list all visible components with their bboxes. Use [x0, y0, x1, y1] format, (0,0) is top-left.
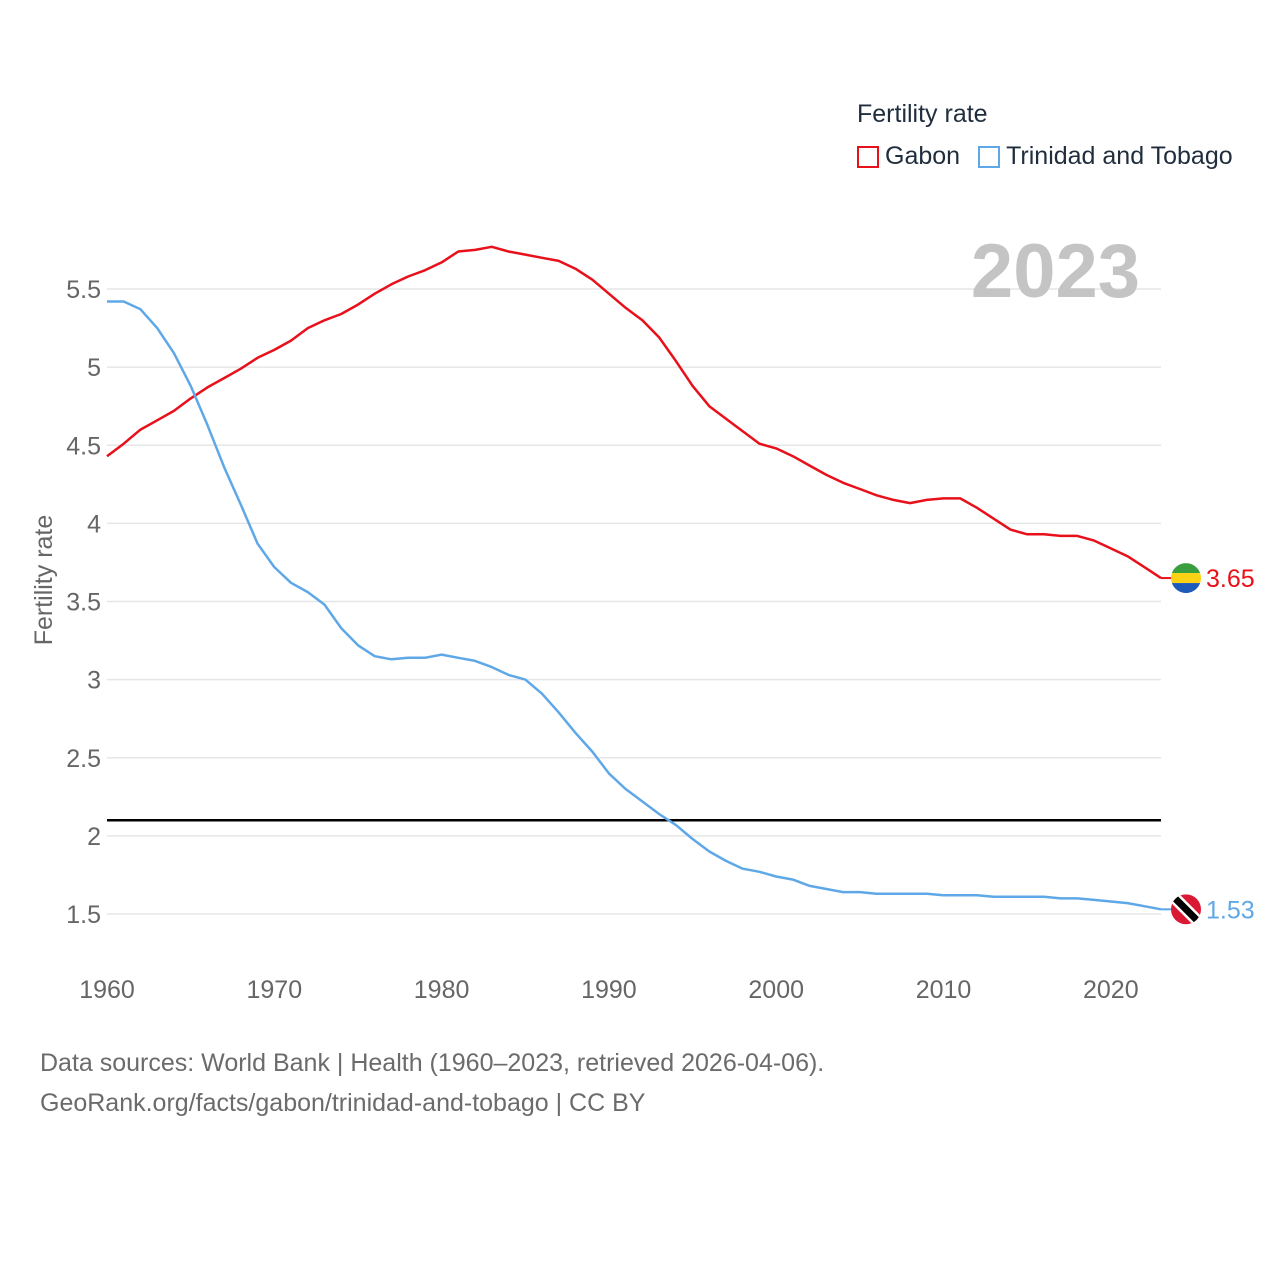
legend-swatch-trinidad-and-tobago [978, 145, 1001, 168]
y-tick-label: 2 [87, 823, 101, 851]
series-line-gabon [106, 245, 1162, 580]
flag-stripe-green [1171, 563, 1201, 574]
flag-body [1171, 563, 1201, 594]
x-tick-label: 1960 [79, 976, 135, 1004]
legend-item-gabon[interactable]: Gabon [857, 142, 960, 171]
legend-label-gabon: Gabon [885, 142, 961, 170]
legend: Gabon Trinidad and Tobago [857, 142, 1251, 171]
y-tick-label: 3 [87, 667, 101, 695]
x-tick-label: 2020 [1083, 976, 1139, 1004]
series-line-trinidad-and-tobago [107, 300, 1162, 911]
y-tick-label: 4.5 [66, 432, 101, 460]
footer-link[interactable]: GeoRank.org/facts/gabon/trinidad-and-tob… [40, 1089, 646, 1117]
y-tick-label: 4 [87, 510, 101, 538]
gabon-flag [1171, 563, 1201, 594]
end-value-label-gabon: 3.65 [1206, 565, 1255, 593]
series-layer [106, 245, 1162, 911]
legend-title: Fertility rate [857, 100, 988, 128]
flag-stripe-blue [1171, 583, 1201, 594]
label-layer: 1.5 2 2.5 3 3.5 4 4.5 5 5.5 1960 1970 1980 1990 2000 2… [66, 276, 1254, 1004]
flag-stripe-yellow [1171, 573, 1201, 584]
year-badge: 2023 [970, 229, 1140, 314]
x-tick-label: 2010 [916, 976, 972, 1004]
legend-swatch-gabon [857, 145, 879, 168]
flag-band-black [1171, 894, 1201, 925]
y-tick-label: 3.5 [66, 589, 101, 617]
legend-item-trinidad-and-tobago[interactable]: Trinidad and Tobago [978, 142, 1233, 171]
x-tick-label: 1970 [246, 976, 302, 1004]
flag-body [1171, 894, 1201, 925]
footer-source: Data sources: World Bank | Health (1960–… [40, 1049, 825, 1077]
trinidad-and-tobago-flag [1171, 894, 1201, 925]
x-tick-label: 1990 [581, 976, 637, 1004]
y-tick-label: 5 [87, 354, 101, 382]
y-tick-label: 1.5 [66, 901, 101, 929]
x-tick-label: 2000 [748, 976, 804, 1004]
legend-label-trinidad-and-tobago: Trinidad and Tobago [1006, 142, 1233, 170]
y-tick-label: 2.5 [66, 745, 101, 773]
x-tick-label: 1980 [414, 976, 470, 1004]
end-value-label-trinidad-and-tobago: 1.53 [1206, 896, 1255, 924]
flag-layer [1161, 563, 1201, 925]
footer: Data sources: World Bank | Health (1960–… [40, 1043, 824, 1123]
y-tick-label: 5.5 [66, 276, 101, 304]
grid-layer [107, 288, 1161, 915]
y-axis-title: Fertility rate [30, 515, 58, 646]
